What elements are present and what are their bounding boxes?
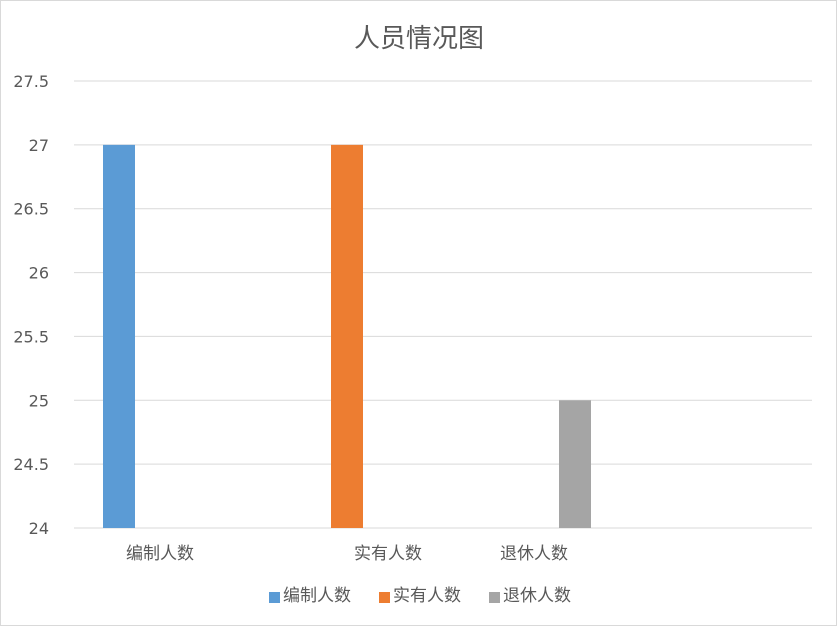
y-tick-label: 25 <box>29 391 49 410</box>
legend-label: 编制人数 <box>283 586 351 606</box>
legend-swatch <box>379 592 390 603</box>
y-tick-label: 24.5 <box>13 455 49 474</box>
x-category-label: 实有人数 <box>354 544 422 564</box>
gridlines <box>74 80 812 529</box>
legend-swatch <box>269 592 280 603</box>
legend-label: 实有人数 <box>393 586 461 606</box>
y-tick-label: 24 <box>29 519 49 538</box>
bar <box>331 144 363 528</box>
bar <box>103 144 135 528</box>
legend-label: 退休人数 <box>503 586 571 606</box>
y-tick-label: 25.5 <box>13 327 49 346</box>
x-category-label: 编制人数 <box>126 544 194 564</box>
y-tick-label: 26 <box>29 264 49 283</box>
y-axis-ticks: 24 24.5 25 25.5 26 26.5 27 27.5 <box>13 72 49 538</box>
chart-title: 人员情况图 <box>354 24 484 54</box>
legend-swatch <box>489 592 500 603</box>
y-tick-label: 26.5 <box>13 200 49 219</box>
y-tick-label: 27 <box>29 136 49 155</box>
x-category-label: 退休人数 <box>500 544 568 564</box>
x-axis-categories: 编制人数 实有人数 退休人数 <box>126 544 568 564</box>
legend: 编制人数 实有人数 退休人数 <box>269 586 571 606</box>
y-tick-label: 27.5 <box>13 72 49 91</box>
bar <box>559 400 591 528</box>
bars <box>103 144 591 528</box>
